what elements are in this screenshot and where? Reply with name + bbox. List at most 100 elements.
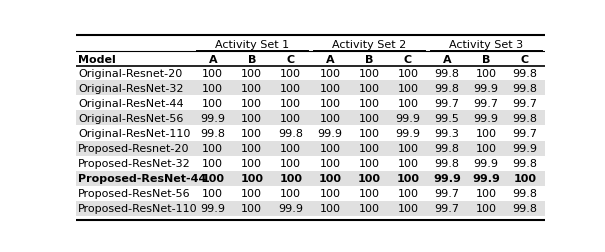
Text: 100: 100 <box>358 69 379 79</box>
Text: 100: 100 <box>202 83 223 93</box>
Text: 100: 100 <box>358 188 379 198</box>
Text: 99.9: 99.9 <box>433 173 461 183</box>
Text: C: C <box>404 54 412 64</box>
Text: 99.8: 99.8 <box>434 83 459 93</box>
Text: 100: 100 <box>358 99 379 108</box>
Text: 99.9: 99.9 <box>396 129 420 138</box>
Bar <box>76 171 544 186</box>
Text: 100: 100 <box>396 173 419 183</box>
Text: 100: 100 <box>280 83 301 93</box>
Text: A: A <box>325 54 334 64</box>
Text: 100: 100 <box>240 173 263 183</box>
Text: 99.7: 99.7 <box>434 203 459 213</box>
Text: Proposed-ResNet-44: Proposed-ResNet-44 <box>78 173 206 183</box>
Text: 100: 100 <box>319 69 341 79</box>
Text: 100: 100 <box>397 69 419 79</box>
Text: 100: 100 <box>397 188 419 198</box>
Text: 100: 100 <box>358 173 381 183</box>
Text: 100: 100 <box>358 129 379 138</box>
Text: Model: Model <box>78 54 116 64</box>
Text: 99.8: 99.8 <box>434 69 459 79</box>
Text: C: C <box>521 54 529 64</box>
Text: 100: 100 <box>319 83 341 93</box>
Text: 99.9: 99.9 <box>474 159 499 168</box>
Text: 99.9: 99.9 <box>512 143 537 153</box>
Text: 99.9: 99.9 <box>318 129 342 138</box>
Text: 99.8: 99.8 <box>512 69 537 79</box>
Text: Activity Set 3: Activity Set 3 <box>449 40 523 50</box>
Text: Original-Resnet-20: Original-Resnet-20 <box>78 69 182 79</box>
Text: 100: 100 <box>202 188 223 198</box>
Text: 99.9: 99.9 <box>278 203 303 213</box>
Text: 99.9: 99.9 <box>474 83 499 93</box>
Text: 100: 100 <box>397 203 419 213</box>
Text: 100: 100 <box>280 69 301 79</box>
Text: 100: 100 <box>280 173 302 183</box>
Text: 100: 100 <box>241 143 263 153</box>
Text: 100: 100 <box>319 99 341 108</box>
Text: 99.9: 99.9 <box>200 113 225 123</box>
Text: 100: 100 <box>319 113 341 123</box>
Text: 99.7: 99.7 <box>434 188 459 198</box>
Text: 99.9: 99.9 <box>396 113 420 123</box>
Text: 99.7: 99.7 <box>474 99 499 108</box>
Text: 100: 100 <box>202 159 223 168</box>
Text: 99.8: 99.8 <box>512 113 537 123</box>
Text: 100: 100 <box>280 188 301 198</box>
Text: 99.5: 99.5 <box>434 113 459 123</box>
Text: Original-ResNet-44: Original-ResNet-44 <box>78 99 183 108</box>
Text: 100: 100 <box>241 188 263 198</box>
Text: 100: 100 <box>280 113 301 123</box>
Text: 99.8: 99.8 <box>434 159 459 168</box>
Text: 100: 100 <box>319 203 341 213</box>
Text: 99.8: 99.8 <box>200 129 225 138</box>
Text: A: A <box>443 54 451 64</box>
Text: 99.8: 99.8 <box>278 129 303 138</box>
Text: C: C <box>287 54 295 64</box>
Text: B: B <box>482 54 490 64</box>
Text: 99.9: 99.9 <box>200 203 225 213</box>
Text: 100: 100 <box>280 99 301 108</box>
Text: 100: 100 <box>241 113 263 123</box>
Text: 100: 100 <box>476 188 497 198</box>
Text: 100: 100 <box>319 159 341 168</box>
Text: 100: 100 <box>202 99 223 108</box>
Text: 100: 100 <box>397 143 419 153</box>
Bar <box>76 141 544 156</box>
Text: 100: 100 <box>476 143 497 153</box>
Text: 100: 100 <box>397 99 419 108</box>
Text: 99.7: 99.7 <box>434 99 459 108</box>
Text: 99.9: 99.9 <box>472 173 500 183</box>
Text: 100: 100 <box>358 83 379 93</box>
Text: 100: 100 <box>358 159 379 168</box>
Text: 100: 100 <box>241 83 263 93</box>
Text: 100: 100 <box>202 143 223 153</box>
Text: Activity Set 1: Activity Set 1 <box>215 40 289 50</box>
Text: 100: 100 <box>241 99 263 108</box>
Text: 100: 100 <box>358 143 379 153</box>
Text: 100: 100 <box>201 173 224 183</box>
Bar <box>76 81 544 96</box>
Text: 100: 100 <box>241 69 263 79</box>
Text: A: A <box>209 54 217 64</box>
Text: 100: 100 <box>241 159 263 168</box>
Text: Proposed-Resnet-20: Proposed-Resnet-20 <box>78 143 189 153</box>
Text: 99.8: 99.8 <box>512 188 537 198</box>
Text: 100: 100 <box>319 143 341 153</box>
Text: Original-ResNet-32: Original-ResNet-32 <box>78 83 183 93</box>
Text: 100: 100 <box>202 69 223 79</box>
Text: 100: 100 <box>241 129 263 138</box>
Bar <box>76 201 544 216</box>
Text: Proposed-ResNet-32: Proposed-ResNet-32 <box>78 159 191 168</box>
Text: B: B <box>247 54 256 64</box>
Text: 100: 100 <box>397 83 419 93</box>
Text: Activity Set 2: Activity Set 2 <box>332 40 406 50</box>
Text: 99.8: 99.8 <box>512 159 537 168</box>
Bar <box>76 111 544 126</box>
Text: 99.7: 99.7 <box>512 129 537 138</box>
Text: 99.8: 99.8 <box>512 203 537 213</box>
Text: 100: 100 <box>280 143 301 153</box>
Text: 100: 100 <box>280 159 301 168</box>
Text: 99.8: 99.8 <box>434 143 459 153</box>
Text: 99.9: 99.9 <box>474 113 499 123</box>
